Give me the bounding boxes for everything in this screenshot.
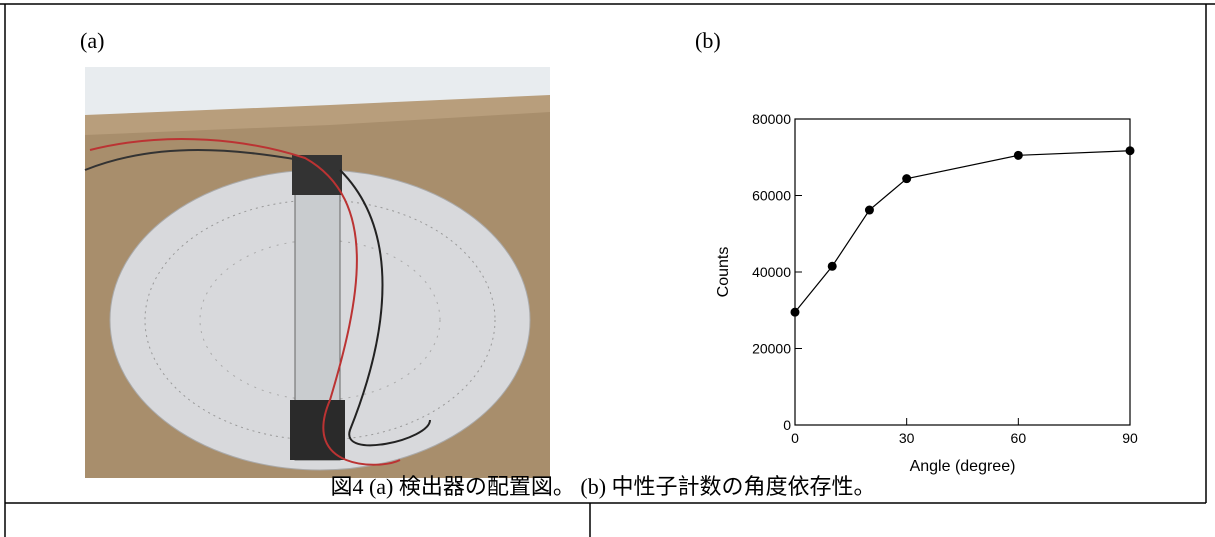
panel-label: (a)	[80, 28, 104, 53]
data-point	[902, 174, 911, 183]
y-tick-label: 0	[783, 417, 791, 433]
y-tick-label: 40000	[752, 264, 791, 280]
figure-page: (a) (b) 図4 (a) 検出器の配置図。 (b) 中性子計数の角度依存性。…	[0, 0, 1215, 537]
x-axis-label: Angle (degree)	[910, 458, 1016, 475]
caption: 図4 (a) 検出器の配置図。 (b) 中性子計数の角度依存性。	[330, 474, 875, 499]
x-tick-label: 0	[791, 430, 799, 446]
figure: (a) (b) 図4 (a) 検出器の配置図。 (b) 中性子計数の角度依存性。…	[0, 0, 1215, 537]
x-tick-label: 60	[1011, 430, 1027, 446]
data-point	[1126, 146, 1135, 155]
y-tick-label: 80000	[752, 111, 791, 127]
y-tick-label: 20000	[752, 341, 791, 357]
y-tick-label: 60000	[752, 188, 791, 204]
panel-label: (b)	[695, 28, 721, 53]
y-axis-label: Counts	[715, 247, 732, 298]
data-point	[865, 206, 874, 215]
plot-frame	[795, 119, 1130, 425]
series-line	[795, 151, 1130, 312]
data-point	[1014, 151, 1023, 160]
x-tick-label: 30	[899, 430, 915, 446]
photo	[85, 67, 550, 478]
x-tick-label: 90	[1122, 430, 1138, 446]
data-point	[828, 262, 837, 271]
data-point	[791, 308, 800, 317]
